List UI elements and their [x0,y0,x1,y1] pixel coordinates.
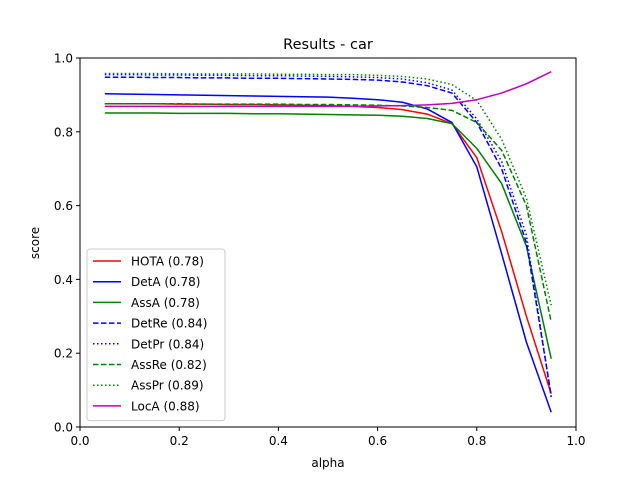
legend-label-3: DetRe (0.84) [131,317,207,331]
series-line-2 [104,112,552,359]
chart-title: Results - car [283,37,373,53]
legend-box [86,248,226,422]
axes-frame [79,57,577,428]
x-tick-label: 0.8 [467,434,486,448]
x-tick-label: 0.6 [368,434,387,448]
legend-label-7: LocA (0.88) [131,399,200,413]
plot-area [79,57,577,428]
x-tick-label: 0.0 [70,434,89,448]
y-tick-label: 0.6 [54,199,73,213]
legend-label-2: AssA (0.78) [131,296,200,310]
series-line-7 [104,70,552,108]
y-tick-label: 0.4 [54,273,73,287]
y-tick-label: 0.0 [54,421,73,435]
legend-label-5: AssRe (0.82) [131,358,207,372]
y-tick-label: 1.0 [54,52,73,66]
series-line-3 [104,76,552,396]
x-tick-label: 0.2 [170,434,189,448]
axis-ticks: 0.0 0.2 0.4 0.6 0.8 1.0 0.0 0.2 0.4 0.6 0.8 1.0 [54,52,586,449]
legend: HOTA (0.78) DetA (0.78) AssA (0.78) DetRe (… [86,248,226,422]
y-tick-label: 0.2 [54,347,73,361]
legend-label-1: DetA (0.78) [131,275,200,289]
y-axis-label: score [28,227,42,259]
y-tick-label: 0.8 [54,125,73,139]
x-tick-label: 0.4 [269,434,288,448]
legend-label-6: AssPr (0.89) [131,379,204,393]
legend-label-4: DetPr (0.84) [131,337,204,351]
x-axis-label: alpha [311,456,344,470]
series-line-1 [104,93,552,413]
x-tick-label: 1.0 [566,434,585,448]
legend-label-0: HOTA (0.78) [131,255,204,269]
series-line-5 [104,103,552,322]
